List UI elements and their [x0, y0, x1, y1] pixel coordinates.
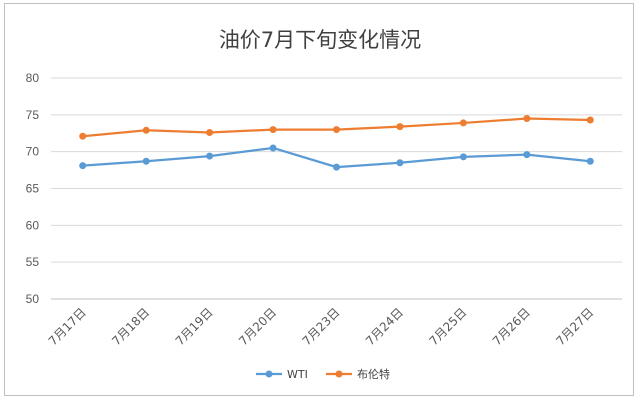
x-tick-label: 7月17日 — [46, 305, 89, 348]
x-tick-label: 7月26日 — [490, 305, 533, 348]
data-point — [523, 151, 531, 159]
data-point — [269, 144, 277, 152]
data-point — [206, 152, 214, 160]
data-point — [333, 163, 340, 171]
data-point — [586, 116, 594, 124]
data-point — [333, 126, 340, 134]
legend-marker — [265, 370, 273, 378]
x-tick-label: 7月18日 — [109, 305, 152, 348]
data-point — [586, 157, 594, 165]
data-point — [206, 129, 214, 137]
data-point — [269, 126, 277, 134]
legend-label: WTI — [287, 368, 308, 381]
data-point — [142, 126, 150, 134]
x-tick-label: 7月20日 — [236, 305, 279, 348]
x-tick-label: 7月19日 — [173, 305, 216, 348]
y-tick-label: 70 — [26, 145, 40, 159]
data-point — [396, 159, 404, 167]
data-point — [79, 132, 87, 140]
y-tick-label: 60 — [26, 218, 40, 232]
data-point — [79, 162, 87, 170]
data-point — [459, 153, 467, 161]
y-tick-label: 65 — [26, 182, 40, 196]
y-tick-label: 50 — [26, 292, 40, 306]
data-point — [396, 123, 404, 131]
x-tick-label: 7月24日 — [363, 305, 406, 348]
data-point — [523, 115, 531, 123]
x-tick-label: 7月25日 — [426, 305, 469, 348]
chart-title: 油价7月下旬变化情况 — [218, 28, 422, 52]
y-tick-label: 80 — [26, 71, 40, 85]
data-point — [459, 119, 467, 127]
legend-label: 布伦特 — [357, 367, 390, 381]
y-tick-label: 75 — [26, 108, 40, 122]
legend-marker — [335, 370, 343, 378]
x-tick-label: 7月23日 — [300, 305, 343, 348]
y-tick-label: 55 — [26, 255, 40, 269]
chart-frame — [4, 3, 634, 396]
data-point — [142, 157, 150, 165]
x-tick-label: 7月27日 — [553, 305, 596, 348]
